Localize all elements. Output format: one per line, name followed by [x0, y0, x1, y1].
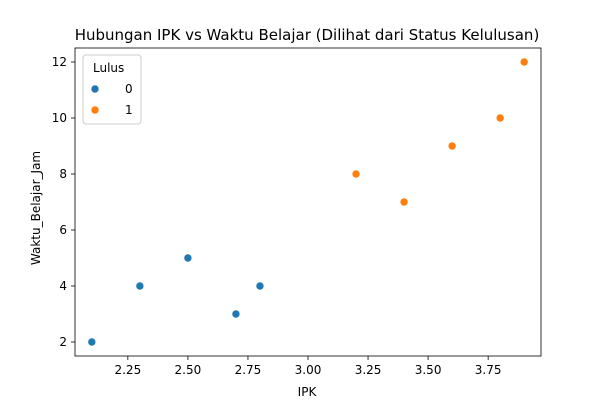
chart-title: Hubungan IPK vs Waktu Belajar (Dilihat d… — [75, 26, 540, 44]
x-tick-label: 2.50 — [175, 363, 202, 377]
x-tick-label: 3.25 — [355, 363, 382, 377]
x-tick-label: 3.75 — [475, 363, 502, 377]
legend-marker-1 — [90, 105, 100, 115]
x-axis-label: IPK — [298, 385, 318, 399]
data-point-lulus-0 — [255, 281, 265, 291]
y-tick-label: 12 — [52, 55, 67, 69]
x-tick-label: 3.50 — [415, 363, 442, 377]
legend-label-0: 0 — [125, 82, 133, 96]
y-tick-label: 6 — [59, 223, 67, 237]
data-point-lulus-0 — [231, 309, 241, 319]
data-point-lulus-1 — [495, 113, 505, 123]
y-tick-label: 10 — [52, 111, 67, 125]
data-point-lulus-1 — [399, 197, 409, 207]
x-tick-label: 3.00 — [295, 363, 322, 377]
legend-marker-0 — [90, 84, 100, 94]
data-point-lulus-1 — [447, 141, 457, 151]
plot-frame — [74, 47, 542, 357]
x-tick-label: 2.25 — [114, 363, 141, 377]
y-tick-label: 4 — [59, 279, 67, 293]
data-point-lulus-0 — [87, 337, 97, 347]
data-point-lulus-1 — [351, 169, 361, 179]
data-point-lulus-0 — [135, 281, 145, 291]
legend-label-1: 1 — [125, 103, 133, 117]
data-point-lulus-0 — [183, 253, 193, 263]
legend-title: Lulus — [93, 61, 124, 75]
x-tick-label: 2.75 — [235, 363, 262, 377]
y-tick-label: 8 — [59, 167, 67, 181]
y-axis-label: Waktu_Belajar_Jam — [29, 151, 43, 265]
data-point-lulus-1 — [519, 57, 529, 67]
y-tick-label: 2 — [59, 335, 67, 349]
